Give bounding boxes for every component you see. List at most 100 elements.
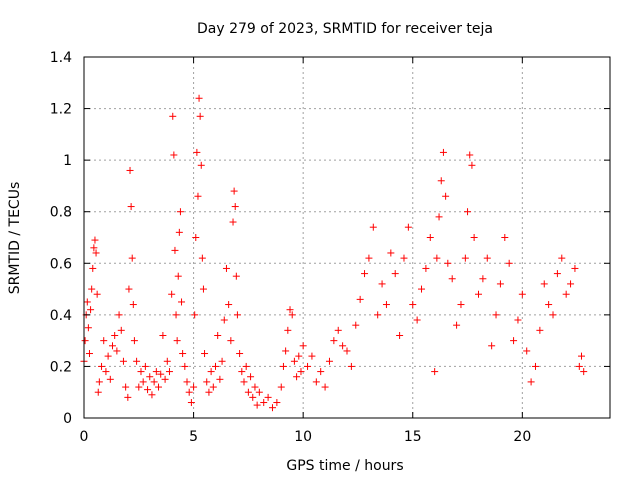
- data-point: [299, 342, 307, 350]
- data-point: [113, 347, 121, 355]
- data-point: [157, 370, 165, 378]
- data-point: [418, 285, 426, 293]
- data-point: [352, 321, 360, 329]
- data-point: [304, 362, 312, 370]
- data-point: [193, 148, 201, 156]
- data-point: [387, 249, 395, 257]
- data-point: [141, 362, 149, 370]
- data-point: [144, 386, 152, 394]
- data-point: [264, 393, 272, 401]
- data-point: [83, 298, 91, 306]
- data-point: [580, 368, 588, 376]
- data-point: [437, 177, 445, 185]
- data-point: [435, 213, 443, 221]
- data-point: [297, 368, 305, 376]
- data-point: [135, 383, 143, 391]
- plot-frame: [83, 56, 611, 419]
- data-point: [325, 357, 333, 365]
- y-tick-label: 0: [63, 411, 72, 427]
- data-point: [545, 301, 553, 309]
- data-point: [98, 362, 106, 370]
- data-point: [111, 331, 119, 339]
- data-point: [185, 388, 193, 396]
- data-point: [279, 362, 287, 370]
- data-point: [168, 290, 176, 298]
- chart-title: Day 279 of 2023, SRMTID for receiver tej…: [197, 21, 493, 37]
- data-point: [236, 350, 244, 358]
- data-point: [334, 326, 342, 334]
- data-point: [218, 357, 226, 365]
- data-point: [295, 352, 303, 360]
- data-point: [514, 316, 522, 324]
- data-point: [578, 352, 586, 360]
- data-point: [273, 399, 281, 407]
- x-tick-label: 15: [404, 429, 422, 445]
- data-point: [95, 378, 103, 386]
- data-point: [470, 234, 478, 241]
- data-point: [209, 383, 217, 391]
- data-point: [400, 254, 408, 262]
- data-point: [339, 342, 347, 350]
- data-point: [179, 350, 187, 358]
- data-point: [433, 254, 441, 262]
- data-point: [575, 362, 583, 370]
- grid-layer: [84, 57, 610, 418]
- data-point: [253, 401, 261, 409]
- data-point: [191, 311, 199, 319]
- data-point: [222, 264, 230, 272]
- data-point: [475, 290, 482, 298]
- data-point: [347, 362, 355, 370]
- data-point: [523, 347, 531, 355]
- data-point: [100, 337, 108, 345]
- data-point: [312, 378, 320, 386]
- axis-layer: 0 0.2 0.4 0.6 0.8 1 1.2 1.4 0 5 10 15 20: [50, 50, 611, 445]
- data-point: [488, 342, 496, 350]
- data-point: [220, 316, 228, 324]
- data-point: [139, 378, 147, 386]
- data-point: [176, 208, 184, 216]
- data-point: [163, 357, 171, 365]
- data-point: [169, 112, 177, 120]
- data-point: [205, 388, 213, 396]
- data-point: [308, 352, 316, 360]
- data-point: [277, 383, 285, 391]
- data-point: [115, 311, 123, 319]
- data-point: [426, 234, 434, 241]
- data-point: [90, 244, 98, 252]
- data-point: [343, 347, 351, 355]
- data-point: [249, 393, 257, 401]
- data-point: [317, 368, 325, 376]
- data-point: [536, 326, 544, 334]
- data-point: [240, 378, 248, 386]
- data-point: [150, 378, 158, 386]
- data-point: [187, 399, 195, 407]
- data-point: [198, 254, 206, 262]
- data-point: [137, 368, 145, 376]
- data-point: [330, 337, 338, 345]
- data-point: [194, 192, 202, 200]
- data-point: [146, 373, 154, 381]
- y-tick-label: 0.8: [50, 205, 72, 221]
- data-point: [369, 223, 377, 231]
- points-layer: [80, 94, 588, 412]
- y-tick-label: 1: [63, 153, 72, 169]
- x-tick-label: 5: [189, 429, 198, 445]
- data-point: [225, 301, 233, 309]
- data-point: [161, 375, 169, 383]
- data-point: [178, 298, 186, 306]
- data-point: [396, 331, 404, 339]
- data-point: [133, 357, 141, 365]
- data-point: [505, 259, 513, 267]
- data-point: [91, 236, 99, 244]
- data-point: [242, 362, 250, 370]
- data-point: [255, 388, 263, 396]
- data-point: [260, 399, 268, 407]
- data-point: [230, 187, 238, 195]
- data-point: [404, 223, 412, 231]
- data-point: [203, 378, 211, 386]
- data-point: [431, 368, 439, 376]
- data-point: [527, 378, 535, 386]
- data-point: [247, 373, 255, 381]
